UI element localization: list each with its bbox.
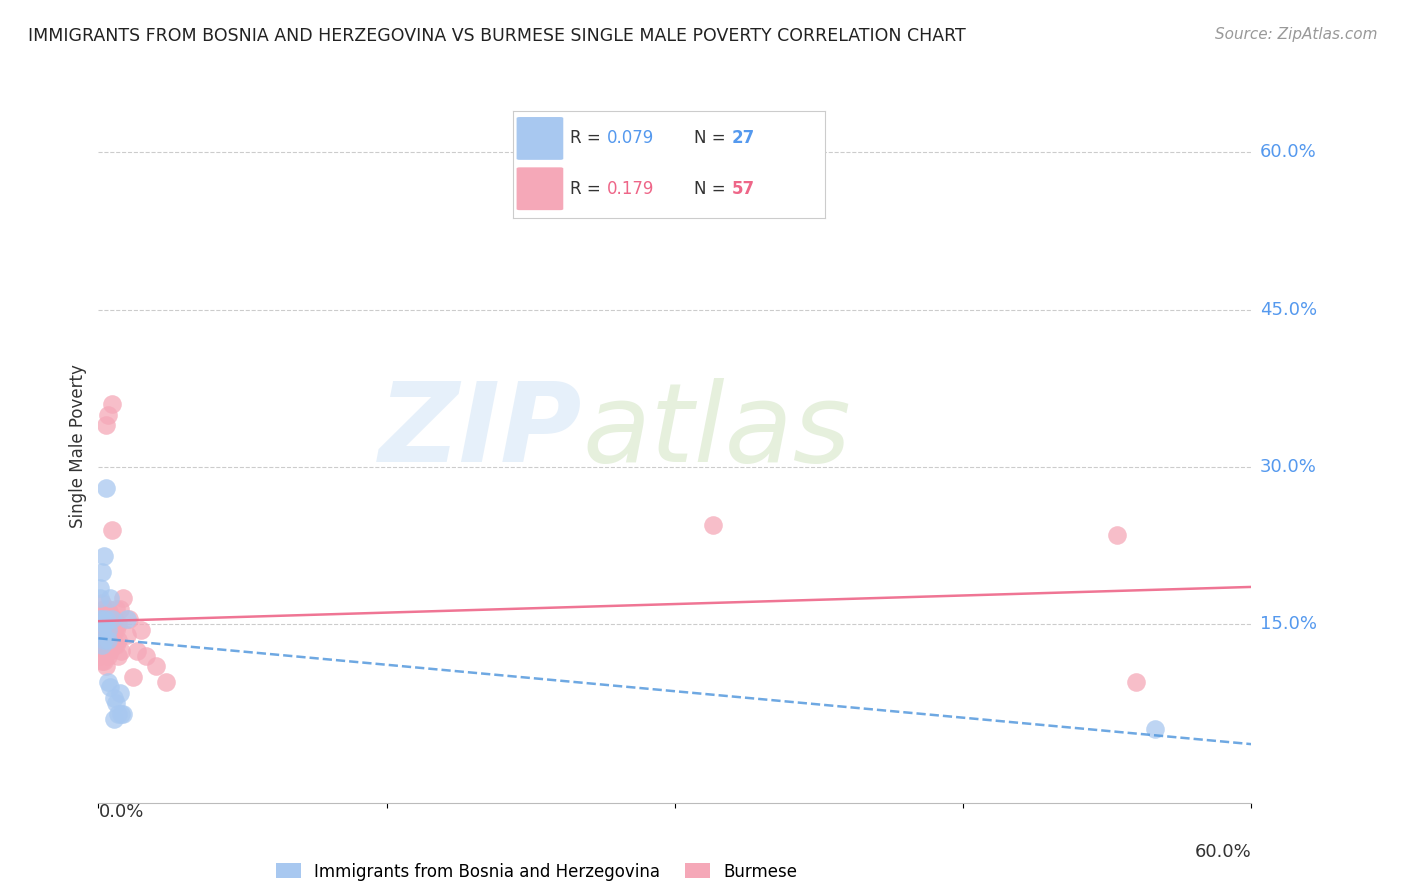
- Text: 45.0%: 45.0%: [1260, 301, 1317, 318]
- Point: [94, 643, 117, 657]
- Point: [97, 623, 120, 637]
- Text: 60.0%: 60.0%: [1260, 143, 1316, 161]
- Point: [89, 612, 111, 626]
- Point: [89, 612, 111, 626]
- Point: [103, 623, 125, 637]
- Point: [91, 639, 114, 653]
- Point: [93, 623, 115, 637]
- Text: 0.0%: 0.0%: [98, 803, 143, 821]
- Point: [112, 591, 135, 606]
- Point: [94, 417, 117, 432]
- Point: [118, 612, 141, 626]
- Point: [91, 628, 114, 642]
- Text: atlas: atlas: [582, 378, 851, 485]
- Point: [89, 581, 111, 595]
- Point: [91, 617, 114, 632]
- Point: [94, 659, 117, 673]
- Point: [107, 633, 129, 648]
- Point: [108, 601, 131, 615]
- Text: 15.0%: 15.0%: [1260, 615, 1316, 633]
- Point: [97, 408, 120, 422]
- Point: [104, 639, 127, 653]
- Point: [103, 639, 125, 653]
- Point: [91, 612, 114, 626]
- Point: [97, 633, 120, 648]
- Point: [91, 654, 114, 668]
- Point: [125, 643, 148, 657]
- Point: [94, 612, 117, 626]
- Point: [101, 612, 124, 626]
- Point: [104, 696, 127, 710]
- Legend: Immigrants from Bosnia and Herzegovina, Burmese: Immigrants from Bosnia and Herzegovina, …: [269, 856, 804, 888]
- Text: Source: ZipAtlas.com: Source: ZipAtlas.com: [1215, 27, 1378, 42]
- Point: [93, 633, 115, 648]
- Point: [93, 654, 115, 668]
- Point: [104, 623, 127, 637]
- Point: [94, 628, 117, 642]
- Point: [155, 675, 177, 690]
- Point: [101, 397, 124, 411]
- Point: [104, 601, 127, 615]
- Point: [94, 481, 117, 495]
- Point: [103, 712, 125, 726]
- Point: [91, 639, 114, 653]
- Point: [107, 706, 129, 721]
- Text: 60.0%: 60.0%: [1195, 843, 1251, 861]
- Point: [1144, 723, 1167, 737]
- Point: [107, 617, 129, 632]
- Point: [93, 617, 115, 632]
- Point: [97, 623, 120, 637]
- Point: [1125, 675, 1147, 690]
- Point: [89, 591, 111, 606]
- Point: [1105, 528, 1128, 542]
- Point: [97, 612, 120, 626]
- Point: [91, 565, 114, 579]
- Point: [89, 633, 111, 648]
- Point: [117, 612, 138, 626]
- Point: [103, 690, 125, 705]
- Point: [98, 628, 121, 642]
- Point: [97, 648, 120, 663]
- Point: [101, 623, 124, 637]
- Point: [98, 681, 121, 695]
- Text: 30.0%: 30.0%: [1260, 458, 1316, 476]
- Point: [145, 659, 167, 673]
- Y-axis label: Single Male Poverty: Single Male Poverty: [69, 364, 87, 528]
- Point: [91, 623, 114, 637]
- Point: [108, 685, 131, 699]
- Point: [98, 617, 121, 632]
- Point: [122, 670, 145, 684]
- Point: [89, 648, 111, 663]
- Point: [117, 628, 138, 642]
- Point: [93, 612, 115, 626]
- Point: [107, 648, 129, 663]
- Point: [110, 643, 132, 657]
- Point: [101, 523, 124, 537]
- Point: [91, 607, 114, 621]
- Point: [112, 706, 135, 721]
- Point: [103, 612, 125, 626]
- Point: [98, 591, 121, 606]
- Point: [110, 706, 132, 721]
- Text: ZIP: ZIP: [380, 378, 582, 485]
- Point: [97, 633, 120, 648]
- Point: [135, 648, 157, 663]
- Point: [101, 639, 124, 653]
- Point: [702, 517, 724, 532]
- Point: [98, 607, 121, 621]
- Point: [93, 549, 115, 564]
- Point: [94, 612, 117, 626]
- Point: [93, 601, 115, 615]
- Point: [93, 639, 115, 653]
- Text: IMMIGRANTS FROM BOSNIA AND HERZEGOVINA VS BURMESE SINGLE MALE POVERTY CORRELATIO: IMMIGRANTS FROM BOSNIA AND HERZEGOVINA V…: [28, 27, 966, 45]
- Point: [98, 643, 121, 657]
- Point: [89, 623, 111, 637]
- Point: [91, 596, 114, 610]
- Point: [97, 675, 120, 690]
- Point: [97, 601, 120, 615]
- Point: [129, 623, 152, 637]
